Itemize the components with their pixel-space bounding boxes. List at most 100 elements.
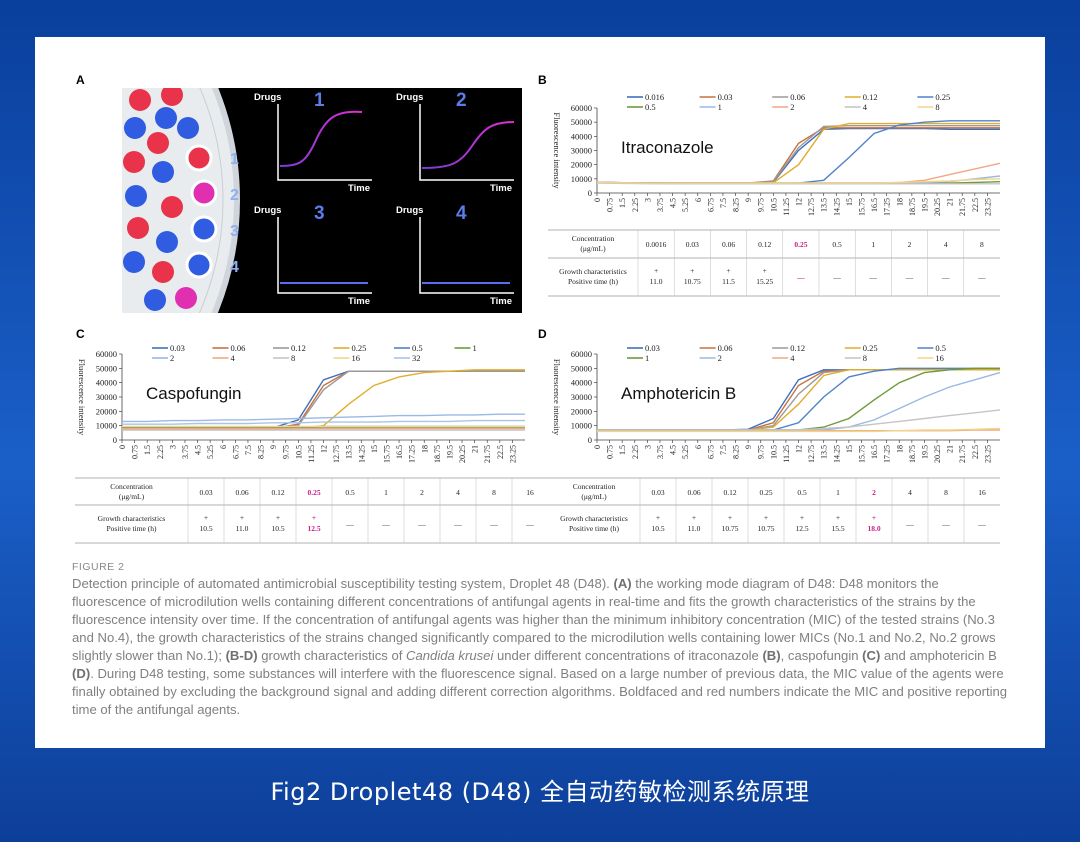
x-tick-label: 0 xyxy=(593,198,602,202)
x-tick-label: 12.75 xyxy=(332,445,341,463)
y-tick-label: 60000 xyxy=(571,349,592,359)
concentration-cell: 0.03 xyxy=(686,240,699,249)
y-axis-label: Fluorescence intensity xyxy=(77,359,87,436)
caption-text: , caspofungin xyxy=(780,648,863,663)
series-line xyxy=(597,427,1001,433)
growth-cell: — xyxy=(941,273,950,282)
x-tick-label: 17.25 xyxy=(883,198,892,216)
row-header: Concentration xyxy=(110,482,153,491)
growth-cell: — xyxy=(905,273,914,282)
concentration-cell: 0.5 xyxy=(832,240,842,249)
x-tick-label: 6 xyxy=(694,198,703,202)
x-tick-label: 17.25 xyxy=(408,445,417,463)
y-tick-label: 0 xyxy=(588,188,592,198)
concentration-cell: 1 xyxy=(836,488,840,497)
x-tick-label: 15 xyxy=(370,445,379,453)
concentration-cell: 0.06 xyxy=(722,240,735,249)
chart-title: Itraconazole xyxy=(621,138,714,157)
x-tick-label: 4.5 xyxy=(669,445,678,455)
growth-cell: — xyxy=(977,273,986,282)
x-axis-label: Time xyxy=(490,296,512,307)
plot-number: 2 xyxy=(456,90,467,111)
y-tick-label: 50000 xyxy=(571,117,592,127)
x-tick-label: 9.75 xyxy=(757,198,766,212)
legend-label: 2 xyxy=(790,102,794,112)
growth-cell: — xyxy=(381,520,390,529)
concentration-cell: 1 xyxy=(384,488,388,497)
growth-cell: + xyxy=(728,513,732,522)
x-tick-label: 16.5 xyxy=(395,445,404,459)
well-label: 3 xyxy=(230,223,239,240)
row-header: Growth characteristics xyxy=(559,267,627,276)
growth-cell: + xyxy=(276,513,280,522)
x-tick-label: 8.25 xyxy=(257,445,266,459)
y-tick-label: 60000 xyxy=(96,349,117,359)
y-tick-label: 10000 xyxy=(571,174,592,184)
x-tick-label: 15 xyxy=(845,198,854,206)
x-tick-label: 10.5 xyxy=(294,445,303,459)
concentration-cell: 0.06 xyxy=(687,488,700,497)
x-tick-label: 15.75 xyxy=(857,198,866,216)
growth-cell: + xyxy=(872,513,876,522)
x-axis-label: Time xyxy=(490,183,512,194)
series-line xyxy=(122,413,525,423)
y-tick-label: 20000 xyxy=(571,406,592,416)
growth-cell: 11.0 xyxy=(236,524,249,533)
concentration-cell: 0.12 xyxy=(271,488,284,497)
figure-label: FIGURE 2 xyxy=(72,561,125,573)
panel-label: A xyxy=(76,73,85,87)
concentration-cell: 0.12 xyxy=(723,488,736,497)
legend-label: 0.5 xyxy=(935,343,946,353)
x-tick-label: 18 xyxy=(420,445,429,453)
plot-number: 3 xyxy=(314,203,325,224)
x-tick-label: 16.5 xyxy=(870,445,879,459)
y-tick-label: 20000 xyxy=(571,160,592,170)
caption-text: the working mode diagram of D48: D48 mon… xyxy=(72,576,996,663)
row-header: Positive time (h) xyxy=(107,524,157,533)
axis xyxy=(419,104,514,181)
x-tick-label: 11.25 xyxy=(782,198,791,216)
y-tick-label: 30000 xyxy=(571,392,592,402)
legend-label: 0.25 xyxy=(352,343,367,353)
growth-cell: 10.75 xyxy=(758,524,775,533)
x-tick-label: 22.5 xyxy=(496,445,505,459)
legend-label: 0.5 xyxy=(412,343,423,353)
concentration-cell: 0.5 xyxy=(797,488,807,497)
x-tick-label: 0 xyxy=(118,445,127,449)
figure-card: A B C D Drugs 1 Time Drugs 2 Time Drugs 3 Time Dr… xyxy=(35,37,1045,748)
row-header: Growth characteristics xyxy=(560,514,628,523)
y-tick-label: 10000 xyxy=(571,421,592,431)
x-tick-label: 23.25 xyxy=(508,445,517,463)
growth-cell: 10.5 xyxy=(199,524,212,533)
x-tick-label: 15 xyxy=(845,445,854,453)
y-tick-label: 30000 xyxy=(96,392,117,402)
legend-label: 16 xyxy=(935,353,944,363)
growth-cell: + xyxy=(836,513,840,522)
x-tick-label: 4.5 xyxy=(669,198,678,208)
x-tick-label: 2.25 xyxy=(156,445,165,459)
row-header: Concentration xyxy=(573,482,616,491)
x-tick-label: 9 xyxy=(744,198,753,202)
y-tick-label: 50000 xyxy=(571,363,592,373)
x-tick-label: 2.25 xyxy=(631,198,640,212)
concentration-cell: 0.03 xyxy=(199,488,212,497)
x-tick-label: 8.25 xyxy=(732,445,741,459)
x-tick-label: 0.75 xyxy=(131,445,140,459)
y-axis-label: Drugs xyxy=(396,92,423,103)
x-tick-label: 19.5 xyxy=(920,445,929,459)
concentration-cell: 0.25 xyxy=(307,488,320,497)
x-tick-label: 4.5 xyxy=(194,445,203,455)
x-tick-label: 14.25 xyxy=(832,445,841,463)
x-tick-label: 10.5 xyxy=(769,445,778,459)
legend-label: 0.03 xyxy=(645,343,660,353)
panel-label: B xyxy=(538,73,547,87)
x-tick-label: 9.75 xyxy=(282,445,291,459)
growth-cell: — xyxy=(977,520,986,529)
y-tick-label: 10000 xyxy=(96,421,117,431)
growth-cell: + xyxy=(656,513,660,522)
y-tick-label: 40000 xyxy=(571,378,592,388)
legend-label: 16 xyxy=(352,353,361,363)
well-label: 2 xyxy=(230,187,239,204)
x-tick-label: 18 xyxy=(895,445,904,453)
caption-text: (A) xyxy=(613,576,632,591)
